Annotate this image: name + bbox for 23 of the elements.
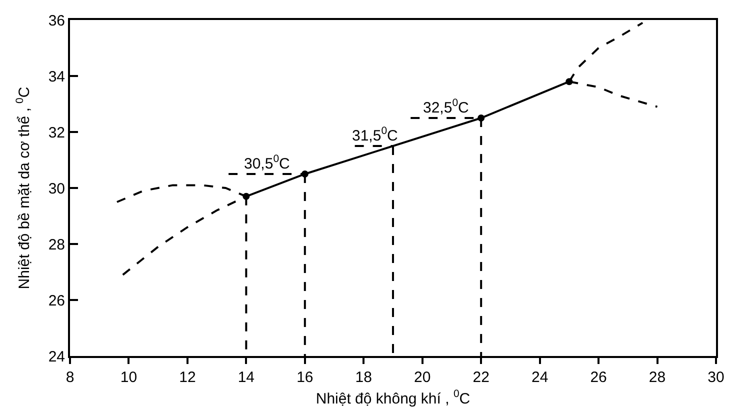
annotation: 31,5$^{0}$C bbox=[352, 125, 398, 144]
x-tick-label: 20 bbox=[414, 369, 431, 386]
x-tick-label: 28 bbox=[648, 369, 666, 386]
x-tick-label: 10 bbox=[120, 369, 138, 386]
y-tick-label: 28 bbox=[48, 236, 65, 254]
x-tick-label: 8 bbox=[66, 369, 74, 386]
x-tick-label: 30 bbox=[708, 369, 724, 386]
x-tick-label: 16 bbox=[296, 369, 314, 386]
x-tick-label: 26 bbox=[590, 369, 607, 386]
annotation: 32,5$^{0}$C bbox=[423, 97, 470, 116]
y-tick-label: 26 bbox=[48, 292, 65, 310]
x-axis-title: Nhiệt độ không khí , $^{0}$C bbox=[316, 388, 470, 408]
annotation: 30,5$^{0}$C bbox=[244, 153, 290, 172]
y-tick-label: 34 bbox=[48, 68, 65, 86]
y-tick-label: 30 bbox=[48, 180, 65, 198]
x-tick-label: 22 bbox=[472, 369, 490, 386]
x-tick-label: 12 bbox=[179, 369, 196, 386]
x-tick-label: 14 bbox=[238, 369, 255, 386]
x-tick-label: 18 bbox=[355, 369, 372, 386]
y-tick-label: 32 bbox=[48, 124, 65, 142]
x-tick-label: 24 bbox=[531, 369, 548, 386]
y-tick-label: 24 bbox=[48, 348, 65, 366]
y-tick-label: 36 bbox=[48, 12, 65, 30]
